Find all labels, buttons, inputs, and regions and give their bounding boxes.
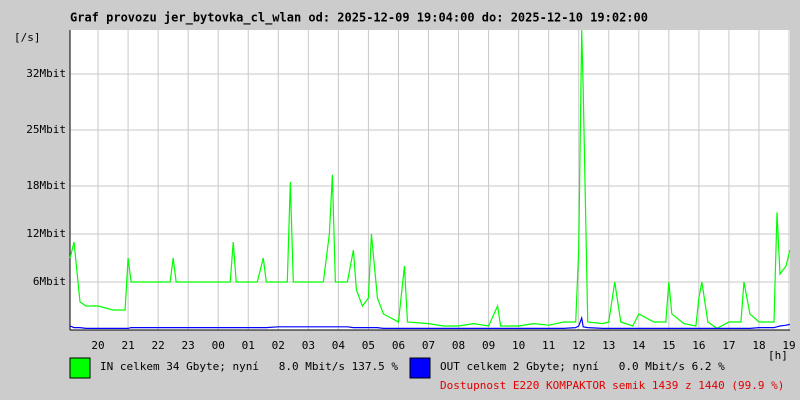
y-tick-label: 32Mbit — [26, 67, 66, 80]
x-tick-label: 14 — [632, 339, 646, 352]
x-tick-label: 12 — [572, 339, 585, 352]
x-tick-label: 09 — [482, 339, 495, 352]
series-line — [69, 29, 791, 330]
x-tick-label: 20 — [91, 339, 104, 352]
x-tick-label: 13 — [602, 339, 615, 352]
x-tick-label: 19 — [782, 339, 795, 352]
x-tick-label: 04 — [332, 339, 346, 352]
x-tick-label: 02 — [272, 339, 285, 352]
legend-swatch — [409, 357, 431, 379]
y-tick-label: 18Mbit — [26, 179, 66, 192]
x-tick-label: 06 — [392, 339, 405, 352]
y-tick-label: 25Mbit — [26, 123, 66, 136]
x-tick-label: 21 — [121, 339, 134, 352]
x-tick-label: 07 — [422, 339, 435, 352]
x-tick-label: 11 — [542, 339, 555, 352]
x-tick-label: 15 — [662, 339, 675, 352]
x-tick-label: 17 — [722, 339, 735, 352]
x-tick-label: 00 — [212, 339, 225, 352]
y-tick-label: 12Mbit — [26, 227, 66, 240]
legend-label: IN celkem 34 Gbyte; nyní 8.0 Mbit/s 137.… — [100, 360, 398, 373]
legend-swatch — [69, 357, 91, 379]
x-tick-label: 01 — [242, 339, 255, 352]
series-line — [69, 315, 791, 329]
plot-area — [70, 30, 790, 330]
x-tick-label: 23 — [182, 339, 195, 352]
x-tick-label: 05 — [362, 339, 375, 352]
x-tick-label: 16 — [692, 339, 705, 352]
chart-title: Graf provozu jer_bytovka_cl_wlan od: 202… — [70, 11, 648, 26]
x-tick-label: 08 — [452, 339, 465, 352]
availability-note: Dostupnost E220 KOMPAKTOR semik 1439 z 1… — [440, 379, 784, 392]
y-axis-unit: [/s] — [14, 31, 41, 44]
x-tick-label: 22 — [151, 339, 164, 352]
x-tick-label: 10 — [512, 339, 525, 352]
y-tick-label: 6Mbit — [33, 275, 66, 288]
x-tick-label: 03 — [302, 339, 315, 352]
x-tick-label: 18 — [752, 339, 765, 352]
legend-label: OUT celkem 2 Gbyte; nyní 0.0 Mbit/s 6.2 … — [440, 360, 725, 373]
x-axis-unit: [h] — [768, 349, 788, 362]
